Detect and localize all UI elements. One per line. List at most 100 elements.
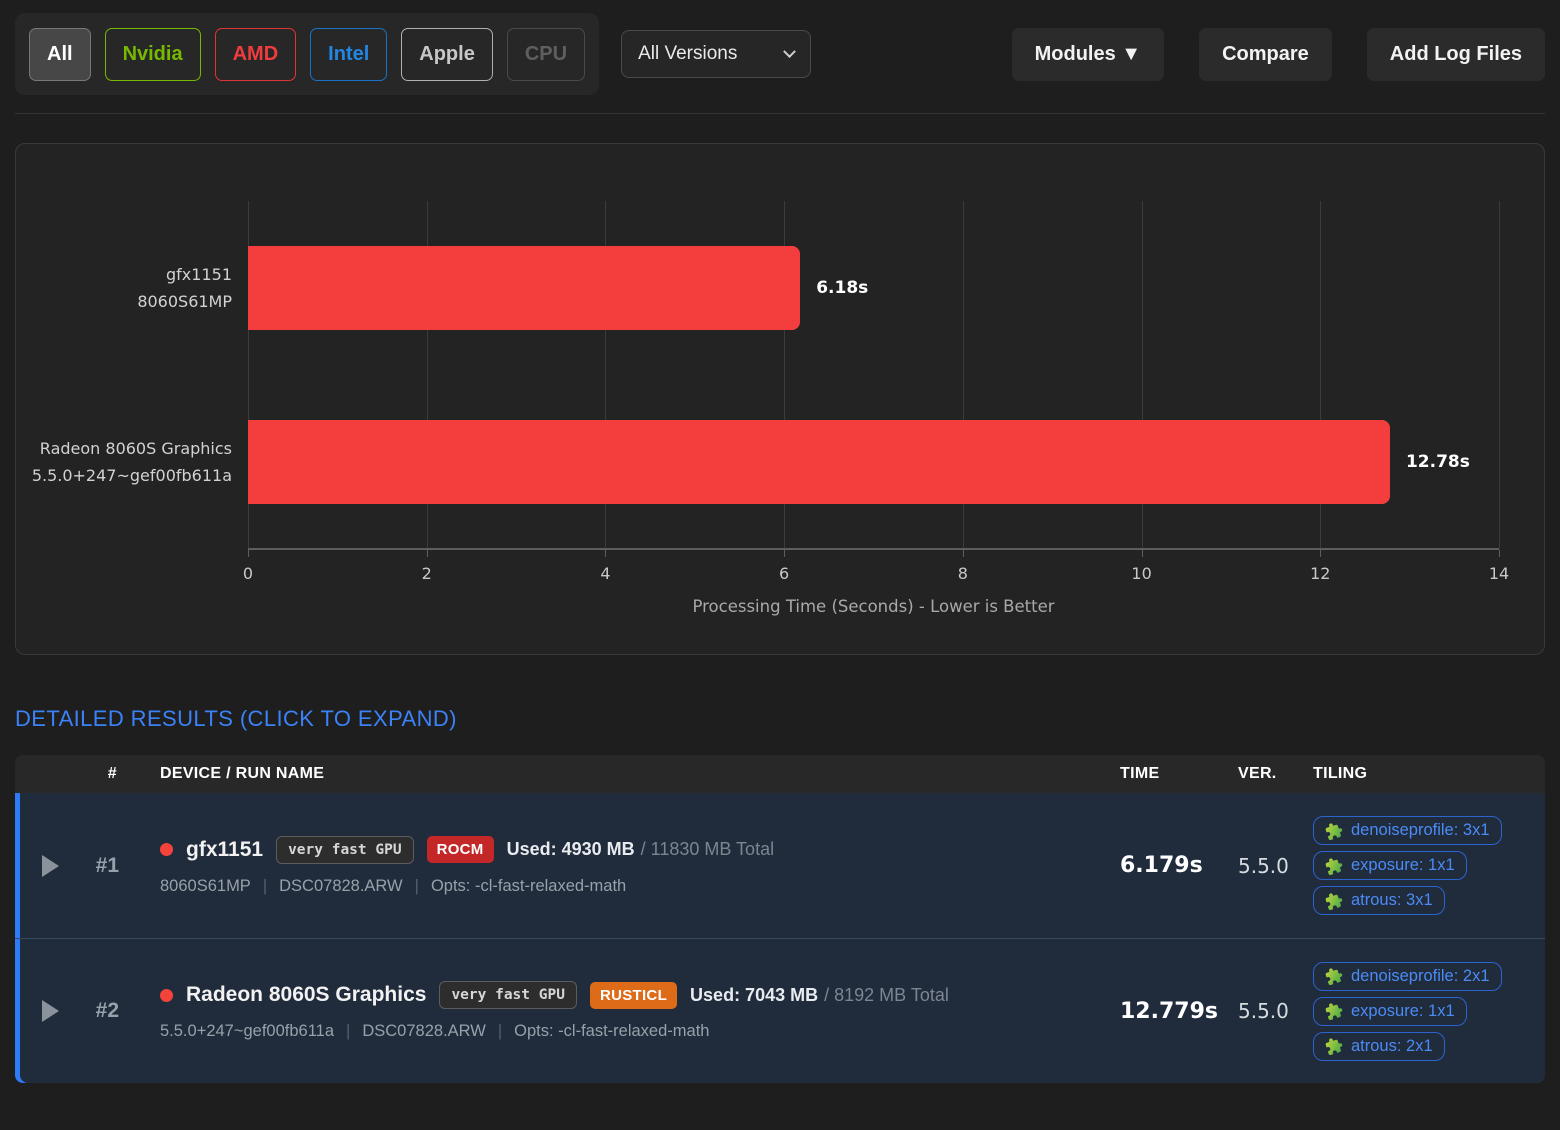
device-cell: gfx1151 very fast GPU ROCM Used: 4930 MB… [145,818,1112,914]
column-header-num: # [107,765,117,782]
versions-select[interactable]: All Versions [621,30,812,78]
tiling-badge[interactable]: denoiseprofile: 3x1 [1313,816,1502,845]
toolbar-actions: Modules ▼ Compare Add Log Files [1011,27,1545,81]
speed-badge: very fast GPU [276,835,414,864]
run-number: #1 [95,853,119,877]
chart-gridline [605,201,607,549]
run-number: #2 [95,999,119,1022]
status-dot-icon [160,988,173,1002]
puzzle-icon [1325,857,1343,875]
sub-device: 8060S61MP [160,876,251,895]
chart-tick-label: 4 [600,564,611,583]
device-name: Radeon 8060S Graphics [186,983,427,1006]
pipe-separator: | [414,876,419,895]
filter-cpu-button[interactable]: CPU [506,27,586,81]
pipe-separator: | [346,1022,351,1040]
tiling-badge-label: denoiseprofile: 2x1 [1351,966,1490,985]
chart-category-label: gfx1151 8060S61MP [137,264,232,311]
chart-gridline [962,201,964,549]
tiling-cell: denoiseprofile: 3x1 exposure: 1x1 atrous… [1305,806,1545,925]
expand-triangle-icon [41,1000,59,1022]
chart-gridline [248,201,249,549]
tiling-badge-label: atrous: 3x1 [1351,891,1433,909]
chart-tick-mark [1141,550,1143,557]
chart-bar [248,246,801,330]
memory-used: Used: 4930 MB [506,839,635,859]
puzzle-icon [1325,968,1343,986]
chart-gridline [426,201,428,549]
tiling-badge[interactable]: atrous: 3x1 [1313,886,1445,915]
page: All Nvidia AMD Intel Apple CPU All Versi… [0,13,1560,1083]
compare-button[interactable]: Compare [1199,27,1332,81]
detailed-results-heading[interactable]: DETAILED RESULTS (CLICK TO EXPAND) [15,706,457,731]
version-value: 5.5.0 [1238,999,1289,1023]
results-table: # DEVICE / RUN NAME TIME VER. TILING #1 … [15,755,1545,1083]
versions-select-value: All Versions [638,43,738,64]
expand-row-button[interactable] [15,854,85,877]
memory-used: Used: 7043 MB [690,984,819,1005]
results-table-header: # DEVICE / RUN NAME TIME VER. TILING [15,755,1545,793]
chart-gridline [1320,201,1322,549]
filter-nvidia-button[interactable]: Nvidia [104,27,201,81]
chart-tick-label: 2 [421,564,432,583]
device-sub-line: 8060S61MP | DSC07828.ARW | Opts: -cl-fas… [160,877,1102,896]
filter-amd-button[interactable]: AMD [214,27,297,81]
chart-tick-mark [784,550,786,557]
tiling-badge[interactable]: exposure: 1x1 [1313,996,1467,1026]
chart-tick-mark [1320,550,1322,557]
device-cell: Radeon 8060S Graphics very fast GPU RUST… [145,963,1112,1059]
device-name: gfx1151 [186,837,264,861]
chart-tick-label: 10 [1131,564,1152,583]
tiling-badge-label: denoiseprofile: 3x1 [1351,821,1490,839]
puzzle-icon [1325,822,1343,840]
tiling-badge-label: atrous: 2x1 [1351,1036,1433,1055]
tiling-badge[interactable]: denoiseprofile: 2x1 [1313,961,1502,991]
column-header-device: DEVICE / RUN NAME [160,765,325,782]
filter-all-button[interactable]: All [29,27,91,81]
memory-total: / 11830 MB Total [640,839,775,859]
chart-tick-mark [426,550,428,557]
chart-plot-area: 6.18s 12.78s [248,201,1500,557]
time-value: 6.179s [1120,853,1203,878]
tiling-badge[interactable]: exposure: 1x1 [1313,851,1467,880]
pipe-separator: | [262,876,268,895]
vendor-filter-group: All Nvidia AMD Intel Apple CPU [15,13,600,95]
puzzle-icon [1325,892,1343,910]
toolbar-divider [15,113,1545,114]
benchmark-chart-panel: gfx1151 8060S61MP Radeon 8060S Graphics 5.5… [15,143,1545,655]
sub-file: DSC07828.ARW [279,876,403,895]
chart-x-axis-ticks: 0 2 4 6 8 10 12 14 [243,564,1509,584]
device-sub-line: 5.5.0+247~gef00fb611a | DSC07828.ARW | O… [160,1022,1102,1041]
table-row[interactable]: #1 gfx1151 very fast GPU ROCM Used: 4930… [15,793,1545,938]
chart-tick-label: 8 [957,564,968,583]
tiling-cell: denoiseprofile: 2x1 exposure: 1x1 atrous… [1305,952,1545,1071]
column-header-tiling: TILING [1313,765,1368,782]
chart-tick-mark [605,550,607,557]
chart-gridline [1499,201,1500,549]
chart-tick-mark [962,550,964,557]
toolbar: All Nvidia AMD Intel Apple CPU All Versi… [15,13,1545,95]
expand-row-button[interactable] [15,1000,85,1022]
status-dot-icon [160,843,173,856]
time-value: 12.779s [1120,998,1218,1024]
chart-tick-label: 6 [779,564,790,583]
table-row[interactable]: #2 Radeon 8060S Graphics very fast GPU R… [15,938,1545,1083]
modules-button[interactable]: Modules ▼ [1011,27,1165,81]
speed-badge: very fast GPU [439,981,577,1009]
filter-intel-button[interactable]: Intel [310,27,388,81]
sub-file: DSC07828.ARW [362,1022,486,1040]
api-badge: ROCM [426,836,494,863]
column-header-ver: VER. [1238,765,1277,782]
add-log-files-button[interactable]: Add Log Files [1366,27,1545,81]
memory-usage: Used: 7043 MB/ 8192 MB Total [690,985,949,1006]
memory-usage: Used: 4930 MB/ 11830 MB Total [507,839,774,860]
chevron-down-icon [783,44,796,58]
sub-opts: Opts: -cl-fast-relaxed-math [514,1022,710,1040]
expand-triangle-icon [41,854,59,877]
tiling-badge[interactable]: atrous: 2x1 [1313,1031,1445,1061]
chart-gridline [784,201,786,549]
column-header-time: TIME [1120,765,1160,782]
chart-x-axis-title: Processing Time (Seconds) - Lower is Bet… [692,597,1055,616]
filter-apple-button[interactable]: Apple [401,27,493,81]
chart-tick-mark [1499,550,1500,557]
